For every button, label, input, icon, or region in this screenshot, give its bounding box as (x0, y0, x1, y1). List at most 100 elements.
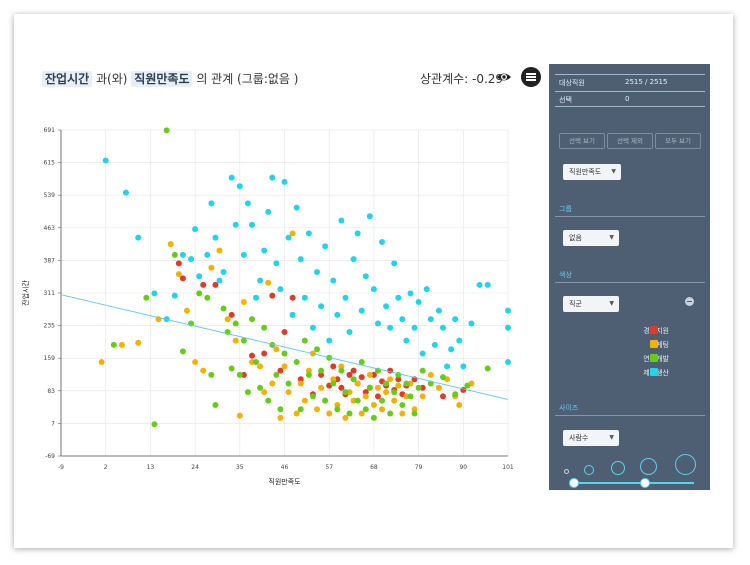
data-point (439, 374, 446, 381)
data-point (346, 410, 353, 417)
data-point (452, 391, 459, 398)
data-point (391, 397, 398, 404)
data-point (228, 174, 235, 181)
data-point (370, 401, 377, 408)
data-point (391, 389, 398, 396)
target-row: 대상직원 2515 / 2515 (555, 74, 705, 89)
y-tick-label: 235 (44, 323, 56, 330)
data-point (253, 294, 260, 301)
data-point (196, 290, 203, 297)
data-point (236, 412, 243, 419)
legend-label-0: 경영지원 (605, 326, 669, 336)
size-divider (555, 415, 705, 416)
exclude-selected-button[interactable]: 선택 제외 (607, 133, 653, 149)
x-variable-select[interactable]: 직원만족도 (563, 164, 621, 180)
data-point (427, 316, 434, 323)
data-point (277, 367, 284, 374)
data-point (464, 382, 471, 389)
data-point (431, 341, 438, 348)
data-point (200, 367, 207, 374)
data-point (200, 281, 207, 288)
legend-label-3: 제조생산 (605, 368, 669, 378)
data-point (399, 410, 406, 417)
control-panel: 대상직원 2515 / 2515 선택 0 선택 보기 선택 제외 모두 보기 … (549, 64, 710, 490)
data-point (484, 281, 491, 288)
y-tick-label: 691 (44, 127, 56, 134)
data-point (411, 410, 418, 417)
data-point (281, 329, 288, 336)
data-point (338, 217, 345, 224)
show-selected-button[interactable]: 선택 보기 (559, 133, 605, 149)
menu-icon[interactable] (521, 67, 541, 87)
color-section-title: 색상 (559, 271, 572, 279)
data-point (240, 299, 247, 306)
show-all-button[interactable]: 모두 보기 (655, 133, 701, 149)
data-point (212, 401, 219, 408)
data-point (330, 380, 337, 387)
scatter-chart[interactable]: -9 2 13 24 35 46 57 68 79 90 101 -69 7 83 159 235 311 387… (14, 100, 529, 495)
y-tick-label: 7 (51, 420, 55, 427)
data-point (265, 208, 272, 215)
data-point (244, 200, 251, 207)
data-point (435, 384, 442, 391)
data-point (253, 359, 260, 366)
color-select[interactable]: 직군 (563, 296, 619, 312)
data-point (366, 384, 373, 391)
data-point (387, 376, 394, 383)
size-slider-max-handle[interactable] (640, 478, 650, 488)
data-point (179, 251, 186, 258)
data-point (167, 241, 174, 248)
target-value: 2515 / 2515 (625, 78, 668, 86)
correlation-label: 상관계수: -0.29 (420, 72, 504, 86)
x-tick-label: 101 (502, 464, 514, 471)
data-point (163, 127, 170, 134)
data-point (297, 256, 304, 263)
data-point (261, 324, 268, 331)
data-point (456, 337, 463, 344)
data-point (407, 393, 414, 400)
data-point (362, 273, 369, 280)
data-point (362, 389, 369, 396)
x-variable-chip[interactable]: 잔업시간 (42, 71, 93, 87)
remove-color-icon[interactable] (685, 297, 694, 306)
data-point (448, 346, 455, 353)
size-slider-track[interactable] (573, 482, 694, 484)
data-point (350, 367, 357, 374)
data-point (212, 281, 219, 288)
group-select[interactable]: 없음 (563, 230, 619, 246)
data-point (330, 363, 337, 370)
x-tick-label: 79 (415, 464, 423, 471)
data-point (387, 324, 394, 331)
data-point (261, 350, 268, 357)
data-point (395, 294, 402, 301)
data-point (435, 307, 442, 314)
size-select[interactable]: 사람수 (563, 430, 619, 446)
data-point (257, 384, 264, 391)
eye-icon[interactable] (496, 71, 512, 83)
data-point (289, 230, 296, 237)
data-point (383, 380, 390, 387)
data-point (240, 251, 247, 258)
size-circle-3 (611, 461, 625, 475)
data-point (204, 251, 211, 258)
data-point (301, 397, 308, 404)
data-point (305, 371, 312, 378)
trend-line (60, 294, 509, 400)
size-slider-min-handle[interactable] (569, 478, 579, 488)
data-point (305, 367, 312, 374)
y-variable-chip[interactable]: 직원만족도 (131, 71, 193, 87)
y-tick-label: 539 (44, 192, 56, 199)
data-point (301, 337, 308, 344)
data-point (439, 324, 446, 331)
data-point (411, 406, 418, 413)
data-point (183, 307, 190, 314)
data-point (293, 359, 300, 366)
size-circle-1 (564, 469, 569, 474)
data-point (248, 221, 255, 228)
data-point (505, 359, 511, 366)
data-point (338, 363, 345, 370)
data-point (175, 271, 182, 278)
data-point (301, 294, 308, 301)
data-point (358, 359, 365, 366)
data-point (118, 341, 125, 348)
